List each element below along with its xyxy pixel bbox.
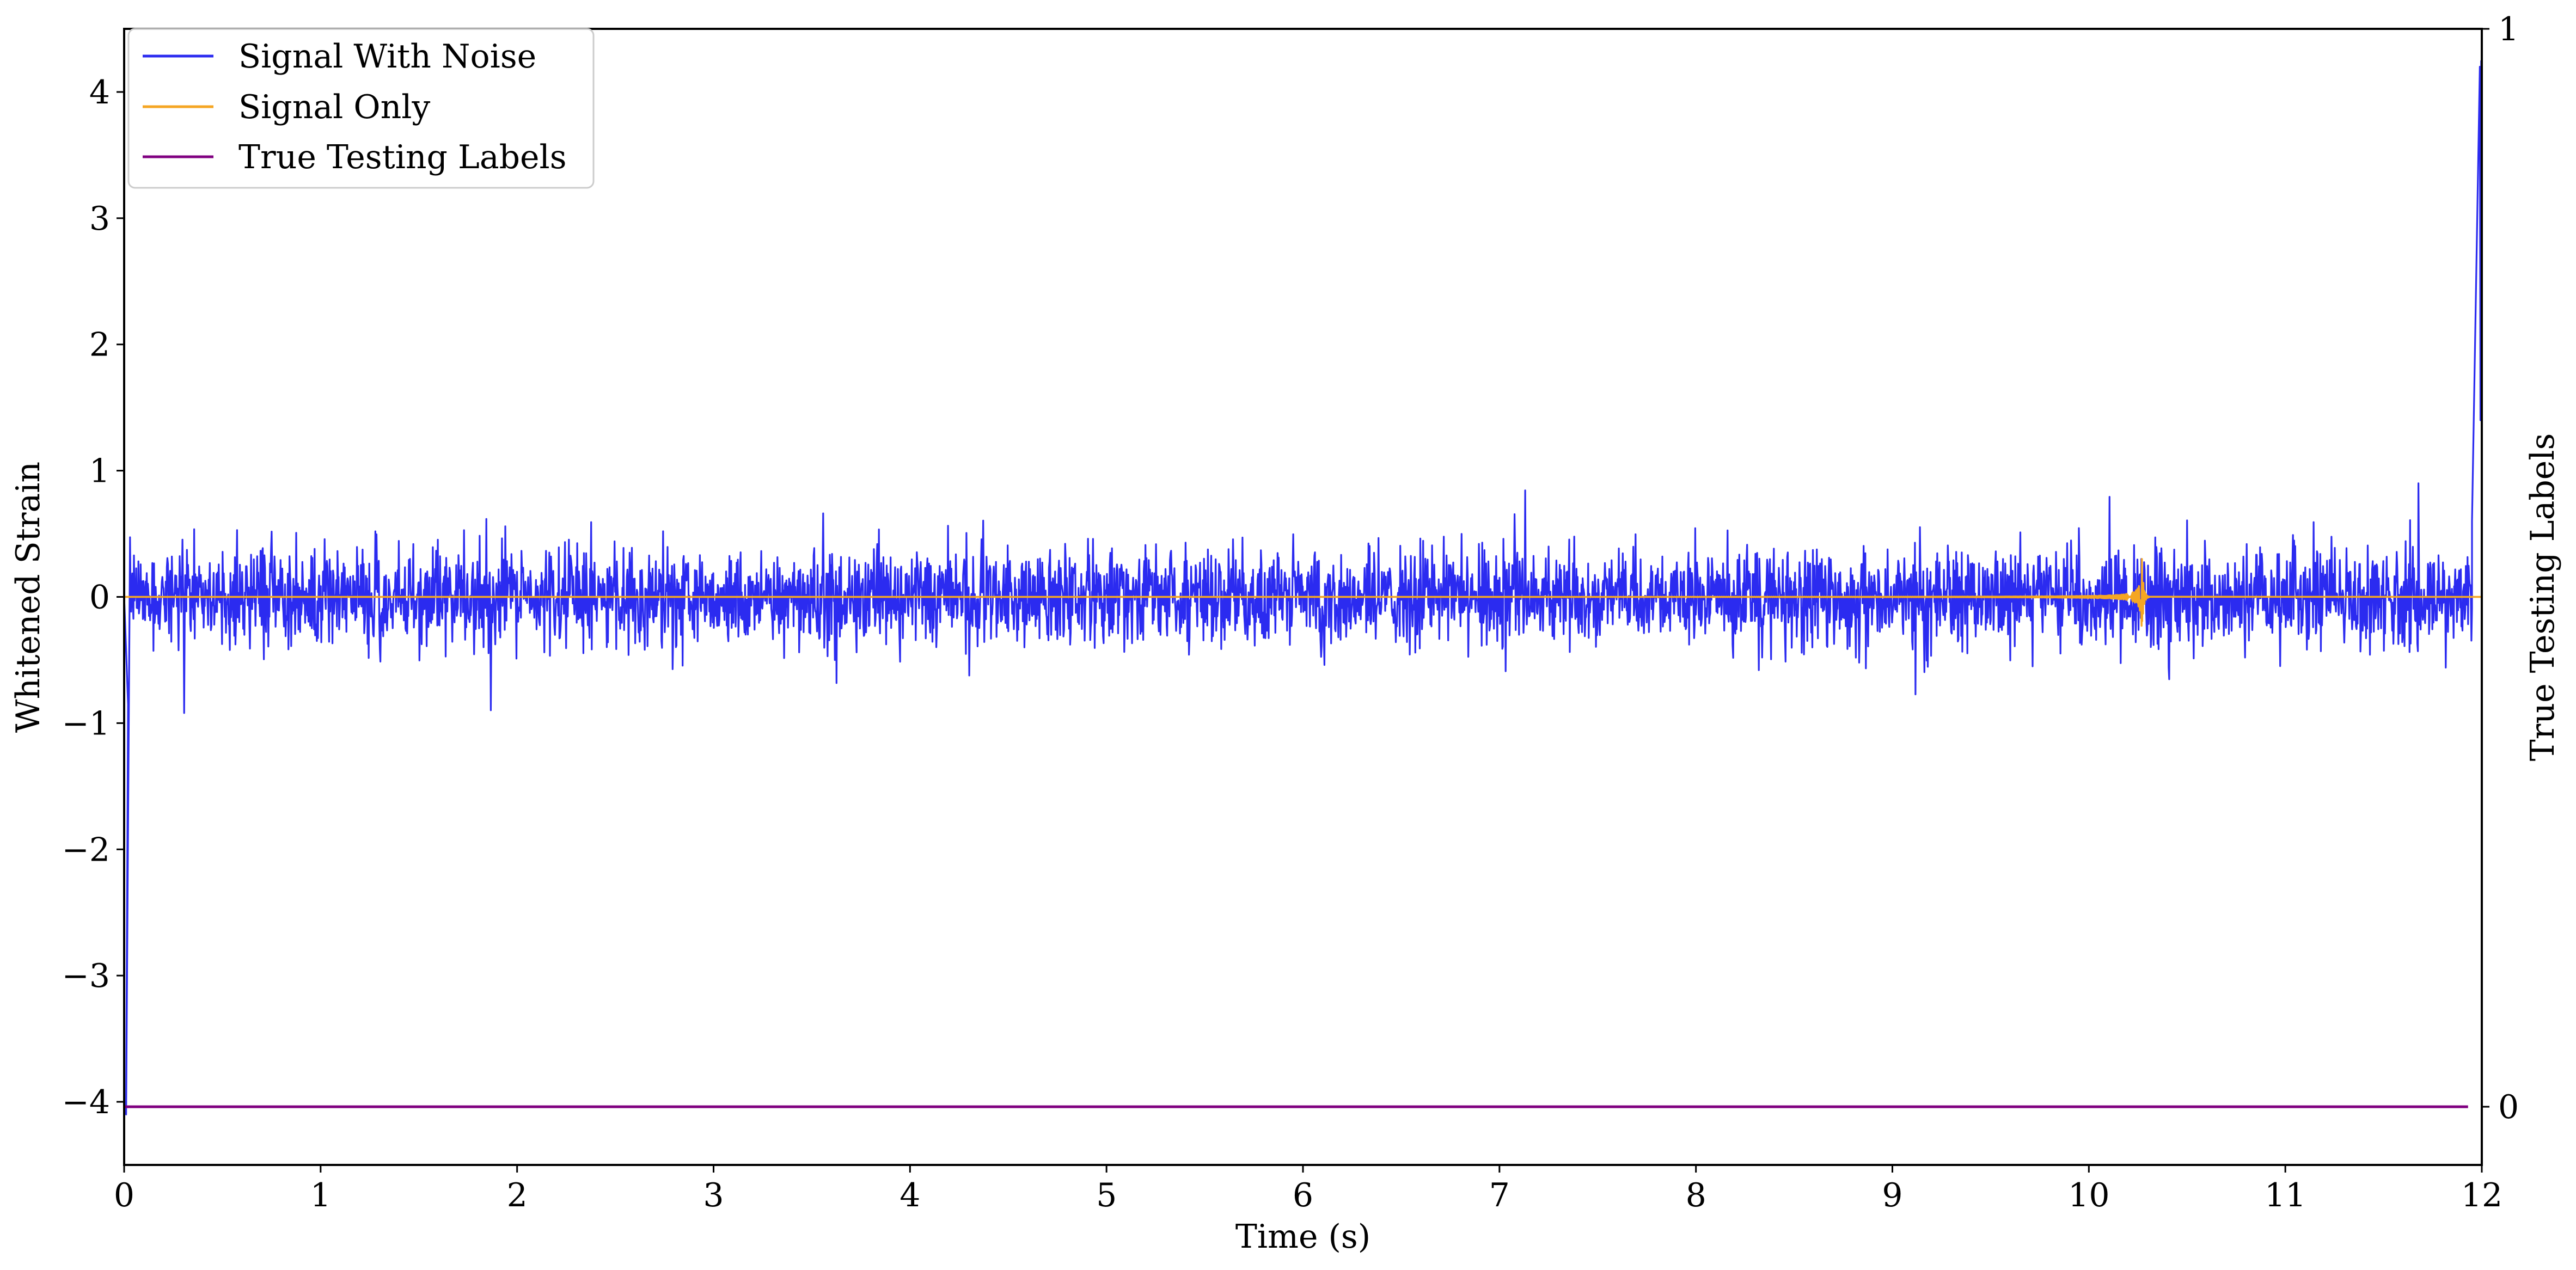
y2-tick-label: 0 — [2498, 1088, 2519, 1126]
x-axis-label: Time (s) — [1235, 1218, 1370, 1256]
x-tick-label: 10 — [2068, 1176, 2109, 1214]
y2-tick-label: 1 — [2498, 10, 2519, 48]
x-tick-label: 12 — [2461, 1176, 2502, 1214]
legend-label-true-testing-labels: True Testing Labels — [238, 138, 567, 176]
y-tick-label: 3 — [89, 200, 110, 238]
y-tick-label: −1 — [62, 704, 110, 743]
legend-label-signal-only: Signal Only — [238, 88, 430, 126]
y-axis-label: Whitened Strain — [9, 462, 47, 733]
data-layer — [123, 60, 2482, 1115]
y-tick-label: −3 — [62, 957, 110, 995]
y-ticks: −4 −3 −2 −1 0 1 2 3 4 — [62, 73, 124, 1121]
y-tick-label: 2 — [89, 326, 110, 364]
y-tick-label: 1 — [89, 452, 110, 490]
x-tick-label: 4 — [900, 1176, 920, 1214]
x-tick-label: 0 — [114, 1176, 134, 1214]
y2-axis-label: True Testing Labels — [2524, 433, 2562, 762]
series-signal-with-noise-line — [123, 60, 2482, 1115]
series-signal-only-line — [124, 558, 2482, 627]
x-tick-label: 8 — [1686, 1176, 1706, 1214]
x-tick-label: 1 — [310, 1176, 331, 1214]
legend-label-signal-with-noise: Signal With Noise — [238, 38, 536, 76]
x-tick-label: 2 — [507, 1176, 528, 1214]
x-tick-label: 9 — [1882, 1176, 1902, 1214]
y2-ticks: 01 — [2482, 10, 2519, 1126]
x-tick-label: 7 — [1489, 1176, 1510, 1214]
x-tick-label: 5 — [1096, 1176, 1117, 1214]
legend: Signal With Noise Signal Only True Testi… — [127, 28, 595, 189]
x-tick-label: 6 — [1293, 1176, 1313, 1214]
x-ticks: 0 1 2 3 4 5 6 7 8 9 10 11 12 — [114, 1165, 2502, 1214]
y-tick-label: 0 — [89, 579, 110, 617]
legend-box — [127, 28, 595, 189]
x-tick-label: 3 — [703, 1176, 724, 1214]
y-tick-label: −2 — [62, 831, 110, 869]
y-tick-label: −4 — [62, 1083, 110, 1121]
x-tick-label: 11 — [2265, 1176, 2306, 1214]
y-tick-label: 4 — [89, 73, 110, 112]
